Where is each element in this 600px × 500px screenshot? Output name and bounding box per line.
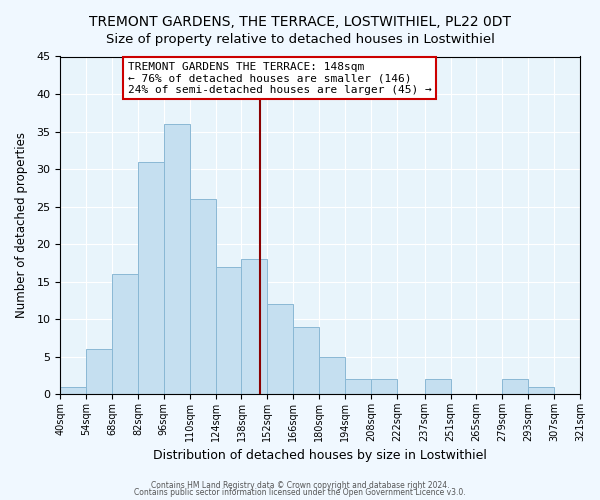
Bar: [371, 379, 397, 394]
Bar: [268, 304, 293, 394]
Bar: [190, 199, 215, 394]
Bar: [425, 379, 451, 394]
Bar: [241, 259, 268, 394]
Bar: [528, 386, 554, 394]
Bar: [164, 124, 190, 394]
Bar: [112, 274, 138, 394]
Text: Size of property relative to detached houses in Lostwithiel: Size of property relative to detached ho…: [106, 32, 494, 46]
Bar: [138, 162, 164, 394]
Bar: [502, 379, 528, 394]
Text: Contains HM Land Registry data © Crown copyright and database right 2024.: Contains HM Land Registry data © Crown c…: [151, 480, 449, 490]
Y-axis label: Number of detached properties: Number of detached properties: [15, 132, 28, 318]
Text: TREMONT GARDENS THE TERRACE: 148sqm
← 76% of detached houses are smaller (146)
2: TREMONT GARDENS THE TERRACE: 148sqm ← 76…: [128, 62, 431, 95]
Text: Contains public sector information licensed under the Open Government Licence v3: Contains public sector information licen…: [134, 488, 466, 497]
Bar: [86, 349, 112, 394]
Bar: [60, 386, 86, 394]
Bar: [319, 356, 345, 394]
X-axis label: Distribution of detached houses by size in Lostwithiel: Distribution of detached houses by size …: [153, 450, 487, 462]
Bar: [293, 326, 319, 394]
Bar: [345, 379, 371, 394]
Text: TREMONT GARDENS, THE TERRACE, LOSTWITHIEL, PL22 0DT: TREMONT GARDENS, THE TERRACE, LOSTWITHIE…: [89, 15, 511, 29]
Bar: [215, 266, 241, 394]
